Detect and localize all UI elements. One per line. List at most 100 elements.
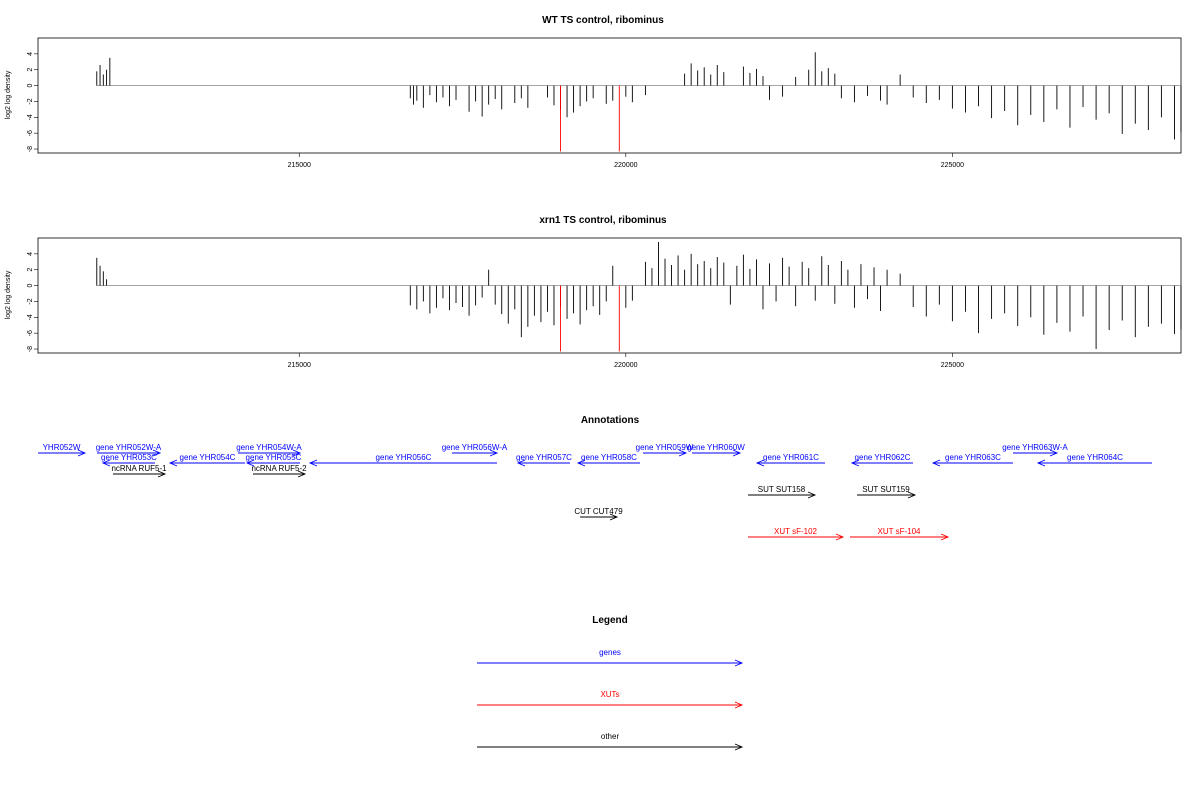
annotation-feature: gene YHR054C — [168, 453, 245, 467]
feature-arrow-head — [1049, 449, 1059, 457]
feature-arrow-head — [931, 459, 941, 467]
feature-arrow-head — [940, 533, 950, 541]
feature-arrow-head — [807, 491, 817, 499]
y-axis-label: log2 log density — [5, 70, 12, 119]
legend-arrow-head — [734, 701, 744, 709]
feature-label: SUT SUT158 — [758, 485, 806, 494]
feature-label: gene YHR055C — [246, 453, 302, 462]
feature-label: gene YHR063W-A — [1002, 443, 1068, 452]
feature-label: CUT CUT479 — [574, 507, 623, 516]
y-tick-label: -4 — [27, 314, 34, 320]
annotation-feature: SUT SUT158 — [748, 485, 817, 499]
panel-wt-ts-control: WT TS control, ribominus log2 log densit… — [5, 15, 1182, 169]
annotation-feature: gene YHR055C — [245, 453, 302, 467]
feature-arrow-head — [1036, 459, 1046, 467]
feature-arrow-head — [516, 459, 526, 467]
x-tick-label: 215000 — [288, 362, 311, 369]
annotation-feature: YHR052W — [38, 443, 87, 457]
feature-arrow-head — [732, 449, 742, 457]
feature-label: ncRNA RUF5-1 — [111, 464, 167, 473]
y-tick-label: -6 — [27, 130, 34, 136]
y-tick-label: -8 — [27, 146, 34, 152]
feature-arrow-head — [292, 449, 302, 457]
legend-entry: other — [477, 732, 744, 751]
feature-label: gene YHR057C — [516, 453, 572, 462]
feature-arrow-head — [297, 470, 307, 478]
signal-bars — [96, 52, 1182, 152]
x-axis: 215000 220000 225000 — [288, 353, 964, 369]
feature-arrow-head — [835, 533, 845, 541]
feature-label: gene YHR054C — [180, 453, 236, 462]
signal-bars — [96, 241, 1182, 352]
annotations-title: Annotations — [581, 415, 640, 426]
annotation-feature: gene YHR059W — [636, 443, 694, 457]
panel-title: WT TS control, ribominus — [542, 15, 664, 26]
feature-label: gene YHR060W — [687, 443, 745, 452]
legend-entry: genes — [477, 648, 744, 667]
feature-label: XUT sF-104 — [878, 527, 922, 536]
legend-title: Legend — [592, 615, 628, 626]
feature-arrow-head — [678, 449, 688, 457]
annotation-feature: ncRNA RUF5-2 — [251, 464, 307, 478]
feature-arrow-head — [245, 459, 255, 467]
feature-arrow-head — [77, 449, 87, 457]
annotation-feature: ncRNA RUF5-1 — [111, 464, 167, 478]
legend-items: genes XUTs other — [477, 648, 744, 751]
feature-arrow-head — [850, 459, 860, 467]
feature-label: ncRNA RUF5-2 — [251, 464, 307, 473]
y-tick-label: -8 — [27, 346, 34, 352]
plot-frame — [37, 37, 1182, 154]
feature-arrow-head — [907, 491, 917, 499]
y-tick-label: 4 — [27, 52, 34, 56]
feature-label: gene YHR056W-A — [442, 443, 508, 452]
feature-label: gene YHR059W — [636, 443, 694, 452]
y-axis-label: log2 log density — [5, 270, 12, 319]
x-tick-label: 225000 — [941, 162, 964, 169]
legend-arrow-head — [734, 743, 744, 751]
y-tick-label: -4 — [27, 114, 34, 120]
feature-label: gene YHR056C — [376, 453, 432, 462]
annotation-feature: gene YHR061C — [755, 453, 825, 467]
feature-arrow-head — [152, 449, 162, 457]
y-axis: -8 -6 -4 -2 0 2 4 — [27, 252, 38, 352]
legend-label: genes — [599, 648, 621, 657]
feature-arrow-head — [489, 449, 499, 457]
feature-label: gene YHR053C — [101, 453, 157, 462]
x-tick-label: 220000 — [614, 362, 637, 369]
annotation-feature: gene YHR060W — [687, 443, 745, 457]
y-tick-label: 2 — [27, 68, 34, 72]
feature-arrow-head — [101, 459, 111, 467]
feature-label: YHR052W — [43, 443, 81, 452]
feature-label: gene YHR052W-A — [96, 443, 162, 452]
x-tick-label: 225000 — [941, 362, 964, 369]
annotation-feature: SUT SUT159 — [857, 485, 917, 499]
feature-arrow-head — [157, 470, 167, 478]
annotation-feature: gene YHR052W-A — [96, 443, 162, 457]
panel-title: xrn1 TS control, ribominus — [539, 215, 667, 226]
y-tick-label: -2 — [27, 298, 34, 304]
annotation-feature: XUT sF-104 — [850, 527, 950, 541]
feature-label: gene YHR054W-A — [236, 443, 302, 452]
y-tick-label: -6 — [27, 330, 34, 336]
legend-arrow-head — [734, 659, 744, 667]
feature-arrow-head — [576, 459, 586, 467]
feature-arrow-head — [755, 459, 765, 467]
feature-label: gene YHR064C — [1067, 453, 1123, 462]
x-axis: 215000 220000 225000 — [288, 153, 964, 169]
annotation-feature: XUT sF-102 — [748, 527, 845, 541]
feature-arrow-head — [168, 459, 178, 467]
annotation-feature: gene YHR063C — [931, 453, 1013, 467]
annotation-feature: gene YHR056C — [308, 453, 497, 467]
annotation-feature: gene YHR053C — [101, 453, 157, 467]
feature-arrow-head — [609, 513, 619, 521]
legend: Legend genes XUTs other — [477, 615, 744, 751]
annotation-feature: gene YHR058C — [576, 453, 640, 467]
feature-label: SUT SUT159 — [862, 485, 910, 494]
annotation-feature: gene YHR057C — [516, 453, 572, 467]
annotation-feature: gene YHR064C — [1036, 453, 1152, 467]
annotation-feature: gene YHR056W-A — [442, 443, 508, 457]
feature-label: gene YHR063C — [945, 453, 1001, 462]
